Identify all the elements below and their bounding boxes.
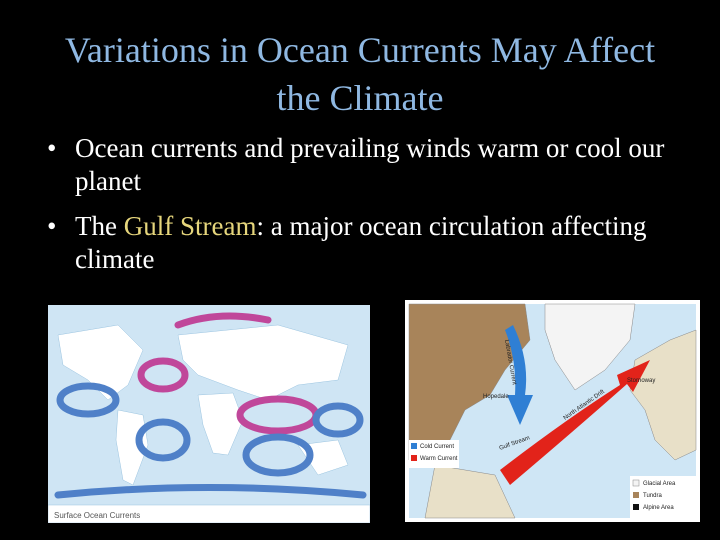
bullet-list: Ocean currents and prevailing winds warm…	[45, 132, 685, 288]
map-caption: Surface Ocean Currents	[54, 511, 140, 520]
map-label: Stornoway	[627, 378, 655, 384]
legend-entry: Alpine Area	[643, 505, 674, 511]
legend-entry: Glacial Area	[643, 481, 676, 487]
world-currents-map: Surface Ocean Currents	[48, 305, 370, 523]
bullet: The Gulf Stream: a major ocean circulati…	[45, 210, 685, 276]
bullet-text: : a major ocean circulation affecting cl…	[75, 211, 647, 274]
labrador-arrow	[505, 325, 533, 425]
gulf-stream-arrow	[500, 360, 650, 485]
slide-title: Variations in Ocean Currents May Affect …	[64, 30, 656, 118]
bullet: Ocean currents and prevailing winds warm…	[45, 132, 685, 198]
bullet-text: Ocean currents and prevailing winds warm…	[75, 133, 665, 196]
highlight: Gulf Stream	[123, 211, 257, 241]
atlantic-map: Labrador Current Hopedale North Atlantic…	[405, 300, 700, 522]
map-label: Hopedale	[483, 394, 509, 400]
legend-entry: Tundra	[643, 493, 662, 499]
legend-entry: Warm Current	[420, 456, 458, 462]
legend-entry: Cold Current	[420, 444, 454, 450]
bullet-text: The	[75, 211, 124, 241]
